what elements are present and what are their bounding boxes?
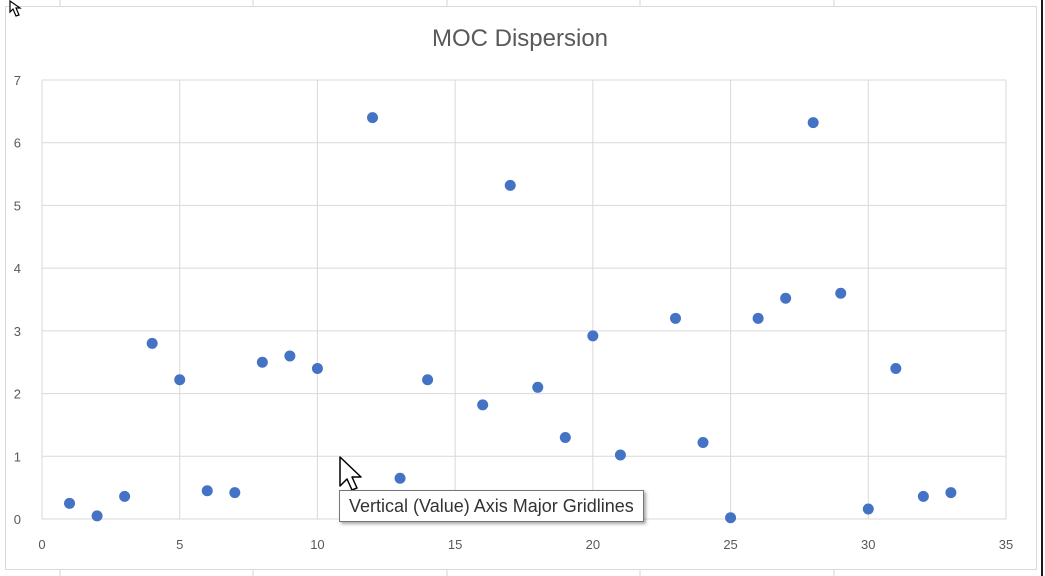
data-point-4[interactable] xyxy=(146,337,158,349)
gridlines[interactable] xyxy=(41,79,1007,520)
data-point-16[interactable] xyxy=(532,381,544,393)
y-tick-label-7: 7 xyxy=(14,73,21,88)
data-point-25[interactable] xyxy=(807,117,819,129)
data-point-21[interactable] xyxy=(697,436,709,448)
y-tick-label-2: 2 xyxy=(14,387,21,402)
data-point-17[interactable] xyxy=(559,431,571,443)
data-point-3[interactable] xyxy=(119,490,131,502)
chart-title[interactable]: MOC Dispersion xyxy=(432,25,608,52)
data-point-6[interactable] xyxy=(201,485,213,497)
data-point-22[interactable] xyxy=(725,512,737,524)
x-tick-label-3: 15 xyxy=(448,537,462,552)
y-tick-label-6: 6 xyxy=(14,136,21,151)
data-point-8[interactable] xyxy=(256,356,268,368)
data-point-1[interactable] xyxy=(64,497,76,509)
mouse-pointer-icon xyxy=(339,456,362,491)
y-tick-label-3: 3 xyxy=(14,324,21,339)
data-point-2[interactable] xyxy=(91,510,103,522)
y-tick-label-0: 0 xyxy=(14,512,21,527)
data-point-30[interactable] xyxy=(945,487,957,499)
data-point-24[interactable] xyxy=(780,292,792,304)
data-point-12[interactable] xyxy=(394,472,406,484)
x-tick-label-2: 10 xyxy=(310,537,324,552)
x-tick-label-7: 35 xyxy=(999,537,1013,552)
x-tick-label-1: 5 xyxy=(176,537,183,552)
data-point-20[interactable] xyxy=(669,312,681,324)
data-point-18[interactable] xyxy=(587,330,599,342)
x-axis-tick-labels: 0 5 10 15 20 25 30 35 xyxy=(38,537,1013,552)
y-tick-label-5: 5 xyxy=(14,198,21,213)
data-point-14[interactable] xyxy=(477,399,489,411)
y-tick-label-1: 1 xyxy=(14,449,21,464)
x-tick-label-4: 20 xyxy=(586,537,600,552)
data-point-27[interactable] xyxy=(862,503,874,515)
data-point-28[interactable] xyxy=(890,362,902,374)
data-point-29[interactable] xyxy=(917,490,929,502)
data-point-7[interactable] xyxy=(229,487,241,499)
x-tick-label-5: 25 xyxy=(723,537,737,552)
data-point-11[interactable] xyxy=(367,112,379,124)
data-point-10[interactable] xyxy=(311,362,323,374)
window-edge xyxy=(1041,0,1043,576)
data-point-26[interactable] xyxy=(835,287,847,299)
data-series[interactable] xyxy=(64,112,957,524)
data-point-9[interactable] xyxy=(284,350,296,362)
data-point-15[interactable] xyxy=(504,179,516,191)
x-tick-label-0: 0 xyxy=(38,537,45,552)
data-point-23[interactable] xyxy=(752,312,764,324)
x-tick-label-6: 30 xyxy=(861,537,875,552)
y-axis-tick-labels: 0 1 2 3 4 5 6 7 xyxy=(14,73,21,527)
data-point-13[interactable] xyxy=(422,374,434,386)
chart-area[interactable] xyxy=(5,6,1037,570)
resize-cursor-icon xyxy=(9,0,22,17)
gridlines-tooltip: Vertical (Value) Axis Major Gridlines xyxy=(339,490,644,522)
data-point-5[interactable] xyxy=(174,374,186,386)
y-tick-label-4: 4 xyxy=(14,261,21,276)
data-point-19[interactable] xyxy=(614,449,626,461)
